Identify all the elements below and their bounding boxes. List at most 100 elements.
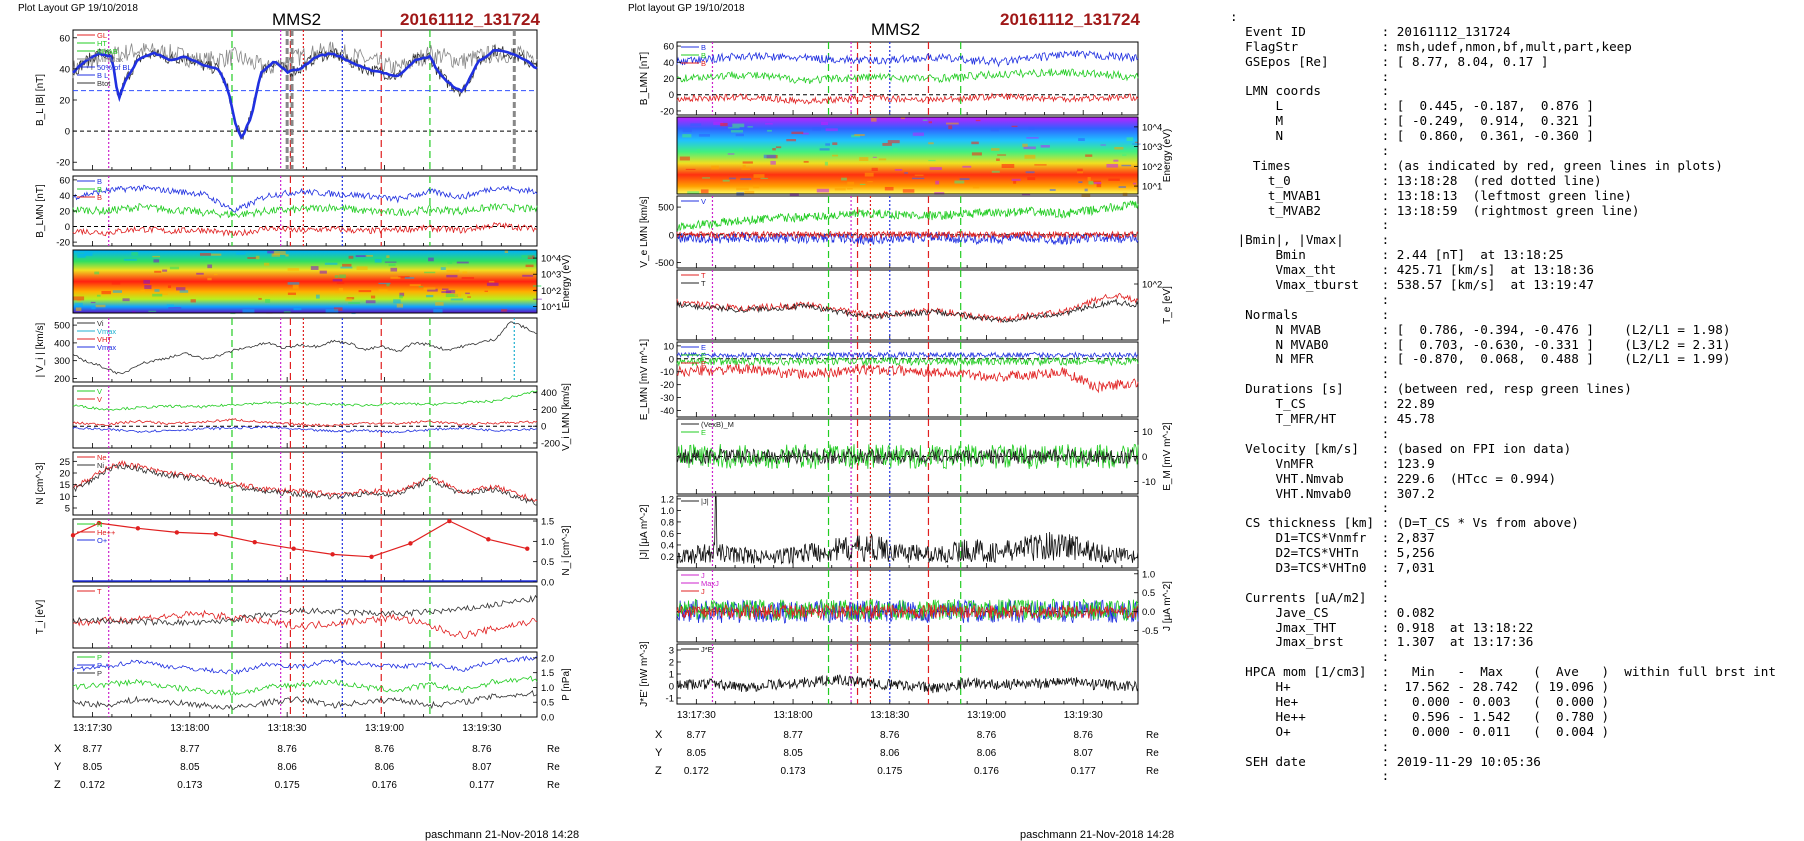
legend-label: HT (97, 39, 107, 48)
spectrogram-texture (255, 255, 260, 260)
spectrogram-texture (342, 263, 352, 267)
spectrogram-texture (196, 272, 204, 275)
spectrogram-texture (770, 160, 776, 165)
y-tick-label: 15 (59, 480, 70, 491)
spectrogram-texture (720, 122, 728, 127)
legend-label: B (97, 177, 102, 186)
spectrogram-texture (374, 258, 382, 263)
spectrogram-texture (722, 179, 730, 182)
y-tick-label: -1 (666, 694, 674, 705)
spectrogram-texture (74, 302, 83, 307)
spectrogram-texture (267, 250, 275, 254)
spectrogram-texture (211, 253, 222, 256)
legend-label: J*E' (701, 645, 715, 654)
spectrogram-texture (168, 307, 182, 309)
position-unit: Re (1146, 748, 1159, 759)
spectrogram-texture (399, 294, 403, 299)
spectrogram-texture (292, 284, 299, 289)
spectrogram-texture (273, 251, 286, 256)
spectrogram-texture (753, 174, 765, 178)
spectrogram-texture (928, 159, 936, 162)
spectrogram-texture (370, 295, 376, 299)
panel-frame (72, 29, 538, 171)
info-line: Jmax_THT : 0.918 at 13:18:22 (1230, 620, 1534, 635)
spectrogram-texture (1049, 188, 1056, 191)
legend-label: T (97, 587, 102, 596)
spectrogram-texture (207, 277, 212, 281)
info-line: FlagStr : msh,udef,nmon,bf,mult,part,kee… (1230, 39, 1632, 54)
info-line: D3=TCS*VHTn0 : 7,031 (1230, 560, 1435, 575)
info-line: H+ : 17.562 - 28.742 ( 19.096 ) (1230, 680, 1610, 695)
spectrogram-texture (365, 300, 376, 304)
spectrogram-texture (122, 298, 130, 302)
spectrogram-texture (744, 190, 755, 195)
spectrogram-texture (213, 273, 218, 276)
spectrogram-texture (101, 290, 112, 295)
left-position-table: X 8.77 8.77 8.76 8.76 8.76 Re Y 8.05 8.05 8.06 8.06… (54, 743, 560, 791)
spectrogram-texture (871, 167, 878, 171)
spectrogram-texture (1084, 188, 1088, 192)
time-tick-label: 13:19:30 (462, 723, 501, 734)
spectrogram-texture (355, 255, 367, 258)
spectrogram-texture (772, 148, 776, 151)
spectrogram-texture (247, 257, 257, 259)
spectrogram-texture (94, 271, 100, 275)
spectrogram-texture (1028, 126, 1035, 130)
spectrogram-texture (324, 262, 338, 265)
y-tick-label: 0.0 (1142, 607, 1155, 618)
position-unit: Re (547, 762, 560, 773)
info-line: Currents [uA/m2] : (1230, 590, 1390, 605)
series-je (676, 674, 1139, 694)
spectrogram-texture (1078, 181, 1083, 184)
spectrogram-texture (729, 177, 736, 180)
y-tick-label: 10 (1142, 427, 1153, 438)
spectrogram-texture (1077, 171, 1084, 174)
spectrogram-texture (140, 289, 145, 292)
series-he (72, 520, 528, 558)
panel-frame (72, 317, 538, 383)
y-tick-label: 10^1 (1142, 182, 1162, 193)
legend-label: MaxJ (701, 579, 719, 588)
y-axis-label: P [nPa] (561, 668, 572, 701)
y-tick-label: 0.5 (541, 557, 554, 568)
panel-frame (676, 569, 1139, 643)
spectrogram-texture (390, 267, 398, 272)
position-unit: Re (547, 744, 560, 755)
y-axis-label: N_i [cm^-3] (561, 525, 572, 575)
spectrogram-texture (348, 302, 360, 305)
spectrogram-texture (356, 266, 368, 271)
legend-label: E (701, 351, 706, 360)
series-em (676, 356, 1139, 367)
y-tick-label: -500 (655, 258, 674, 269)
y-tick-label: 1.0 (541, 537, 554, 548)
spectrogram-texture (333, 307, 343, 311)
spectrogram-texture (864, 172, 874, 177)
series-ptot (72, 655, 538, 675)
spectrogram-texture (882, 142, 892, 146)
y-tick-label: 0.2 (661, 552, 674, 563)
spectrogram-texture (153, 259, 160, 263)
position-unit: Re (1146, 766, 1159, 777)
spectrogram-texture (386, 255, 390, 259)
position-row-label: Z (655, 765, 662, 777)
spectrogram-texture (315, 294, 320, 299)
info-line: VHT.Nmvab : 229.6 (HTcc = 0.994) (1230, 471, 1557, 486)
spectrogram-texture (1126, 137, 1134, 142)
position-value: 8.76 (1073, 730, 1093, 741)
panel-frame (676, 341, 1139, 418)
info-line: t_MVAB2 : 13:18:59 (rightmost green line… (1230, 203, 1640, 218)
spectrogram-texture (199, 253, 211, 256)
y-tick-label: 20 (59, 469, 70, 480)
mid-plot-spacecraft: MMS2 (871, 20, 920, 39)
y-tick-label: 2.0 (541, 653, 554, 664)
spectrogram-texture (84, 252, 93, 256)
series-vexb (676, 447, 1139, 466)
y-tick-label: 500 (658, 203, 674, 214)
info-line: CS thickness [km] : (D=T_CS * Vs from ab… (1230, 516, 1579, 531)
position-value: 8.76 (880, 730, 900, 741)
position-value: 8.06 (880, 748, 900, 759)
spectrogram-texture (533, 298, 542, 300)
y-axis-label: V_i LMN [km/s] (561, 383, 572, 451)
spectrogram-texture (1100, 144, 1106, 146)
legend-label: P (97, 661, 102, 670)
